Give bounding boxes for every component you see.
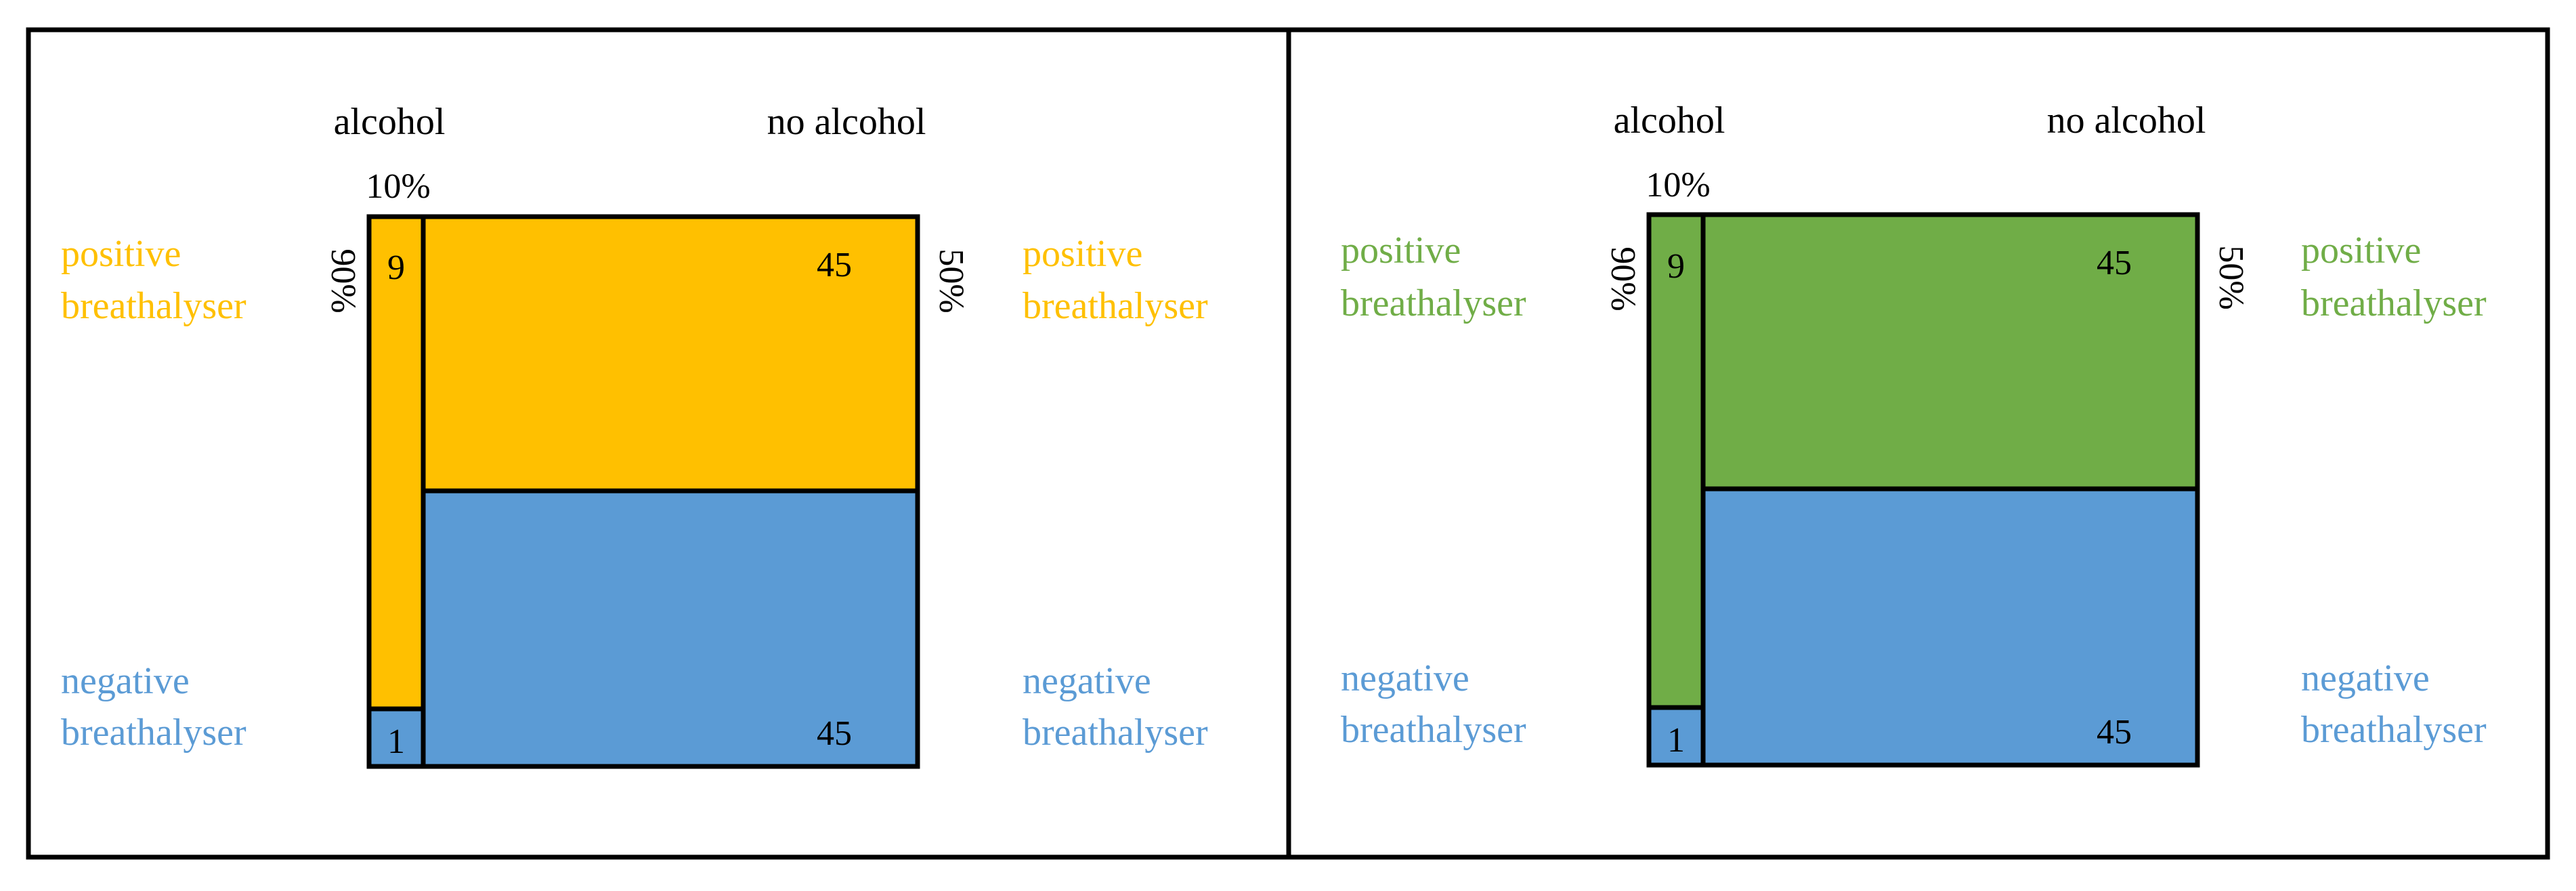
header-alcohol: alcohol	[334, 101, 446, 143]
positive-label-left-line1: positive	[1341, 230, 1461, 271]
negative-label-right-line2: breathalyser	[2301, 709, 2487, 751]
value-alcohol-negative: 1	[387, 722, 405, 761]
header-no-alcohol: no alcohol	[2047, 100, 2206, 142]
cell-noalcohol-negative	[421, 488, 920, 769]
negative-label-right-line1: negative	[2301, 657, 2430, 699]
left-side-percent: 90%	[324, 248, 362, 313]
negative-label-left-line1: negative	[1341, 657, 1469, 699]
negative-label-right-line2: breathalyser	[1023, 712, 1208, 754]
positive-label-right-line1: positive	[2301, 230, 2421, 271]
negative-label-left-line1: negative	[61, 660, 190, 702]
positive-label-left-line2: breathalyser	[1341, 282, 1526, 324]
positive-label-right-line2: breathalyser	[1023, 285, 1208, 327]
alcohol-width-percent: 10%	[366, 167, 430, 206]
negative-label-left-line2: breathalyser	[61, 712, 246, 754]
negative-label-right-line1: negative	[1023, 660, 1151, 702]
value-noalcohol-positive: 45	[817, 246, 852, 284]
positive-label-left-line1: positive	[61, 233, 181, 275]
alcohol-width-percent: 10%	[1646, 166, 1710, 204]
value-alcohol-negative: 1	[1667, 721, 1685, 760]
left-side-percent: 90%	[1604, 246, 1642, 311]
positive-label-left-line2: breathalyser	[61, 285, 246, 327]
cell-noalcohol-negative	[1700, 486, 2200, 768]
cell-noalcohol-positive	[1700, 212, 2200, 492]
value-alcohol-positive: 9	[1667, 247, 1685, 286]
cell-alcohol-negative	[366, 706, 426, 769]
negative-label-left-line2: breathalyser	[1341, 709, 1526, 751]
right-side-percent: 50%	[2212, 245, 2250, 309]
value-alcohol-positive: 9	[387, 248, 405, 287]
header-no-alcohol: no alcohol	[767, 101, 926, 143]
value-noalcohol-negative: 45	[817, 714, 852, 753]
right-side-percent: 50%	[932, 248, 970, 313]
positive-label-right-line2: breathalyser	[2301, 282, 2487, 324]
cell-alcohol-positive	[1646, 212, 1706, 710]
header-alcohol: alcohol	[1614, 100, 1725, 142]
cell-noalcohol-positive	[421, 214, 920, 494]
panel-yellow: alcohol no alcohol 10% positive breathal…	[61, 101, 1208, 769]
value-noalcohol-negative: 45	[2097, 713, 2132, 752]
positive-label-right-line1: positive	[1023, 233, 1142, 275]
value-noalcohol-positive: 45	[2097, 244, 2132, 282]
cell-alcohol-positive	[366, 214, 426, 712]
panel-green: alcohol no alcohol 10% positive breathal…	[1341, 100, 2487, 768]
